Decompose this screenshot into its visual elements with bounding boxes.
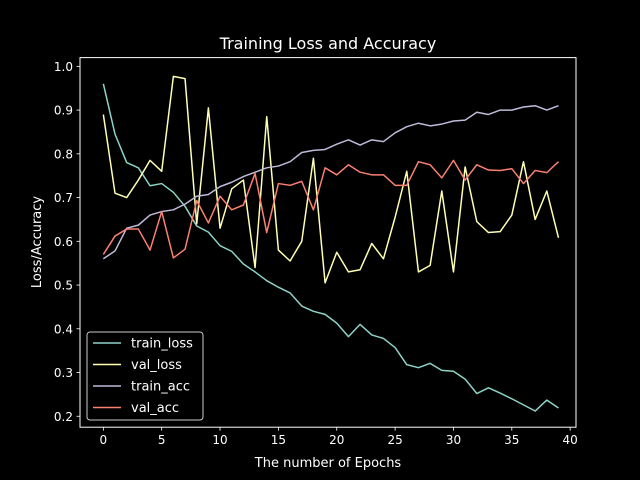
legend-label-train_loss: train_loss bbox=[131, 337, 193, 352]
x-tick-label: 30 bbox=[446, 433, 461, 447]
series-line-train_loss bbox=[102, 83, 559, 412]
y-tick-label: 1.0 bbox=[54, 60, 73, 74]
y-tick-label: 0.3 bbox=[54, 366, 73, 380]
x-tick-label: 0 bbox=[100, 433, 108, 447]
y-tick-label: 0.4 bbox=[54, 322, 73, 336]
y-tick-label: 0.6 bbox=[54, 235, 73, 249]
legend-box bbox=[86, 331, 204, 421]
x-tick-label: 5 bbox=[158, 433, 166, 447]
x-tick-label: 10 bbox=[212, 433, 227, 447]
y-tick-label: 0.2 bbox=[54, 410, 73, 424]
x-axis-label: The number of Epochs bbox=[254, 456, 402, 471]
series-line-val_acc bbox=[102, 159, 560, 259]
legend: train_loss val_loss train_acc val_acc bbox=[86, 331, 204, 421]
series-line-val_loss bbox=[102, 75, 560, 284]
x-tick-label: 15 bbox=[271, 433, 286, 447]
x-tick-label: 20 bbox=[329, 433, 344, 447]
x-axis-ticks: 0 5 10 15 20 25 30 35 40 bbox=[100, 427, 578, 447]
x-tick-label: 35 bbox=[504, 433, 519, 447]
x-tick-label: 25 bbox=[387, 433, 402, 447]
y-axis-ticks: 0.2 0.3 0.4 0.5 0.6 0.7 0.8 0.9 1.0 bbox=[54, 60, 80, 424]
y-axis-label: Loss/Accuracy bbox=[30, 196, 45, 289]
series-layer bbox=[102, 75, 560, 412]
x-tick-label: 40 bbox=[563, 433, 578, 447]
legend-label-val_loss: val_loss bbox=[131, 358, 182, 373]
y-tick-label: 0.5 bbox=[54, 279, 73, 293]
y-tick-label: 0.9 bbox=[54, 104, 73, 118]
y-tick-label: 0.7 bbox=[54, 191, 73, 205]
chart-title: Training Loss and Accuracy bbox=[219, 34, 437, 53]
y-tick-label: 0.8 bbox=[54, 147, 73, 161]
series-line-train_acc bbox=[102, 104, 559, 260]
legend-label-val_acc: val_acc bbox=[131, 401, 179, 416]
legend-label-train_acc: train_acc bbox=[131, 380, 190, 395]
plot-area bbox=[79, 57, 577, 428]
